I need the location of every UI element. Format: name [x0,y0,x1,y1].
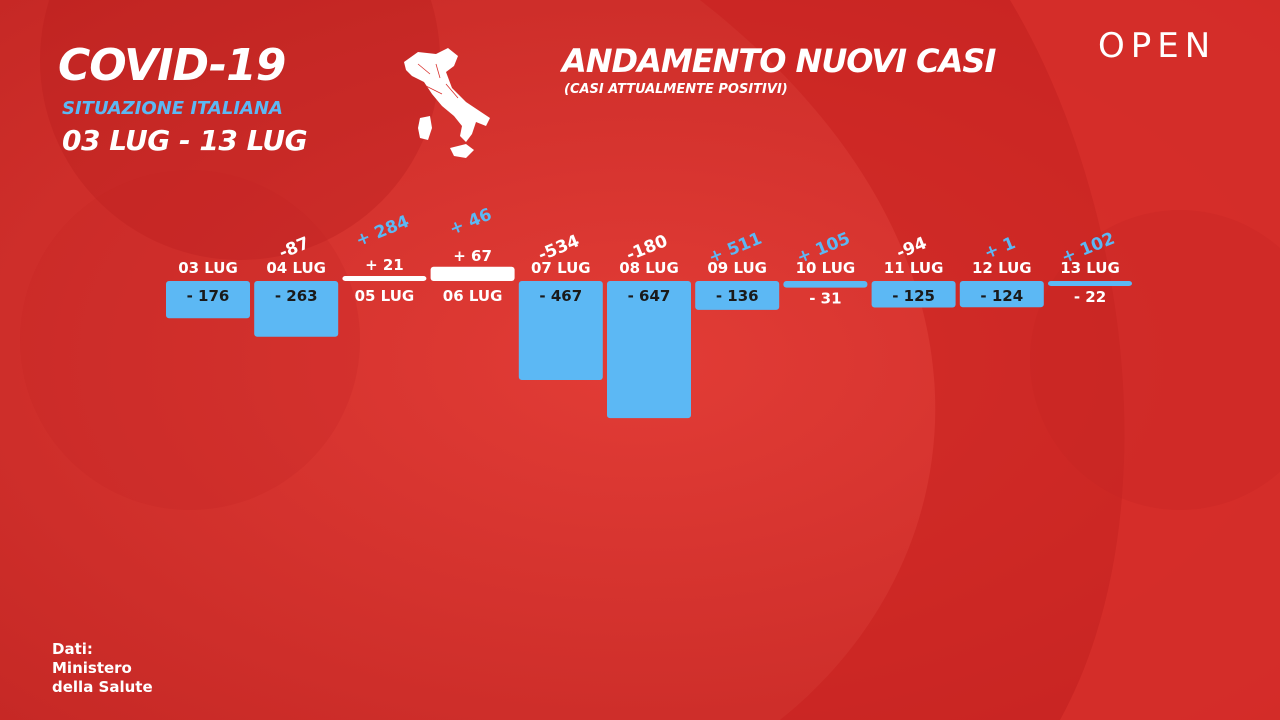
bar [166,281,250,319]
category-label: 13 LUG [1060,259,1120,277]
source-line: della Salute [52,678,153,696]
bar [430,266,515,281]
category-label: 09 LUG [707,259,767,277]
category-label: 06 LUG [443,287,503,305]
bar-group: 04 LUG- 263-87 [254,233,339,337]
category-label: 05 LUG [355,287,415,305]
value-label: - 22 [1074,288,1106,306]
difference-label: + 284 [353,212,412,251]
italy-map-icon [404,48,490,158]
source-line: Ministero [52,659,132,677]
bar-group: 13 LUG- 22+ 102 [1048,229,1132,306]
bar [254,281,339,337]
date-range: 03 LUG - 13 LUG [62,124,308,157]
bar-group: 05 LUG + 21 + 284 [342,212,427,305]
bar-group: 10 LUG- 31+ 105 [783,229,868,308]
category-label: 03 LUG [178,259,238,277]
bar [695,281,780,310]
bar [342,276,427,281]
chart-subtitle: (CASI ATTUALMENTE POSITIVI) [564,82,788,97]
category-label: 12 LUG [972,259,1032,277]
bar-group: 11 LUG- 125-94 [871,233,956,308]
main-title: COVID-19 [58,40,286,91]
location-subtitle: SITUAZIONE ITALIANA [62,98,283,119]
value-label: - 124 [980,287,1023,305]
category-label: 08 LUG [619,259,679,277]
bar-group: 06 LUG + 67 + 46 [430,205,515,305]
value-label: - 136 [716,287,759,305]
bar-group: 03 LUG - 176 [166,259,250,319]
bar-group: 07 LUG- 467-534 [518,231,603,381]
category-label: 04 LUG [266,259,326,277]
bar [871,281,956,308]
difference-label: + 46 [447,205,495,240]
value-label: - 263 [275,287,318,305]
bar-group: 08 LUG- 647-180 [607,231,691,419]
bar-group: 09 LUG- 136+ 511 [695,229,780,310]
value-label: - 467 [539,287,582,305]
value-label: - 176 [187,287,230,305]
value-label: - 31 [809,290,841,308]
value-label: + 21 [365,256,404,274]
category-label: 10 LUG [796,259,856,277]
value-label: - 647 [628,287,671,305]
category-label: 07 LUG [531,259,591,277]
value-label: - 125 [892,287,935,305]
category-label: 11 LUG [884,259,944,277]
data-source: Dati: Ministero della Salute [52,640,202,697]
bar-group: 12 LUG- 124+ 1 [959,233,1044,308]
bar [783,281,868,288]
bar [1048,281,1132,286]
bar [607,281,691,419]
source-line: Dati: [52,640,93,658]
brand-logo: OPEN [1098,26,1217,66]
bar [518,281,603,381]
chart-title: ANDAMENTO NUOVI CASI [562,42,996,80]
bar [959,281,1044,308]
value-label: + 67 [453,247,492,265]
